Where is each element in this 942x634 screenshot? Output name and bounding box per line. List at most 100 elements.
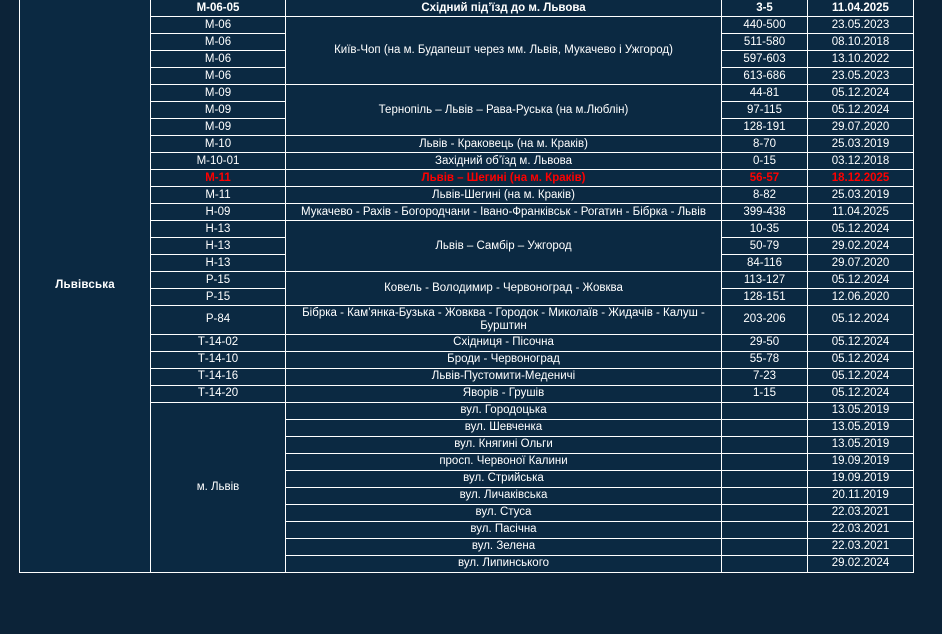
- road-name-cell: Київ-Чоп (на м. Будапешт через мм. Львів…: [285, 16, 722, 85]
- table-row: м. Львів вул. Городоцька 13.05.2019: [20, 401, 914, 573]
- kilometer-cell: 1-15: [721, 384, 808, 403]
- kilometer-cell: [721, 486, 808, 505]
- kilometer-cell: [721, 469, 808, 488]
- road-index-cell: М-09: [150, 84, 286, 102]
- road-name-cell: Львів - Краковець (на м. Краків): [285, 135, 722, 153]
- table-row: Р-84 Бібрка - Кам’янка-Бузька - Жовква - …: [20, 305, 914, 335]
- road-index-cell: М-09: [150, 101, 286, 119]
- kilometer-cell: 44-81: [721, 84, 808, 102]
- table-row: Т-14-20 Яворів - Грушів 1-15 05.12.2024: [20, 384, 914, 403]
- table-row: М-11 Львів-Шегині (на м. Краків) 8-82 25.03…: [20, 186, 914, 204]
- date-cell: 29.02.2024: [807, 554, 914, 573]
- table-row: М-06 511-580 08.10.2018: [20, 33, 914, 51]
- kilometer-cell: 113-127: [721, 271, 808, 289]
- date-cell: 13.05.2019: [807, 418, 914, 437]
- kilometer-cell: 8-82: [721, 186, 808, 204]
- left-gutter: [0, 0, 19, 634]
- road-index-cell: М-06: [150, 50, 286, 68]
- date-cell: 19.09.2019: [807, 469, 914, 488]
- road-index-cell: М-06-05: [150, 0, 286, 17]
- road-index-cell: Р-84: [150, 305, 286, 335]
- street-name-cell: вул. Городоцька: [285, 401, 722, 420]
- street-name-cell: вул. Пасічна: [285, 520, 722, 539]
- road-name-cell: Львів-Шегині (на м. Краків): [285, 186, 722, 204]
- roads-table: Львівська М-06-05 Східний під’їзд до м. Ль…: [19, 0, 914, 573]
- street-name-cell: вул. Липинського: [285, 554, 722, 573]
- table-row: М-09 Тернопіль – Львів – Рава-Руська (на …: [20, 84, 914, 136]
- date-cell: 05.12.2024: [807, 220, 914, 238]
- kilometer-cell: 10-35: [721, 220, 808, 238]
- road-name-cell: Західний об’їзд м. Львова: [285, 152, 722, 170]
- date-cell: 22.03.2021: [807, 537, 914, 556]
- table-row: Т-14-16 Львів-Пустомити-Меденичі 7-23 05.12…: [20, 367, 914, 386]
- street-name-cell: вул. Стуса: [285, 503, 722, 522]
- table-row: Р-15 128-151 12.06.2020: [20, 288, 914, 306]
- kilometer-cell: 128-151: [721, 288, 808, 306]
- kilometer-cell: [721, 520, 808, 539]
- road-index-cell: М-10: [150, 135, 286, 153]
- table-row: М-06 597-603 13.10.2022: [20, 50, 914, 68]
- road-index-cell: Р-15: [150, 288, 286, 306]
- table-row: М-11 Львів – Шегині (на м. Краків) 56-57 18…: [20, 169, 914, 187]
- road-index-cell: Т-14-02: [150, 333, 286, 352]
- kilometer-cell: 440-500: [721, 16, 808, 34]
- kilometer-cell: 203-206: [721, 305, 808, 335]
- road-index-cell: М-06: [150, 67, 286, 85]
- table-row: М-10-01 Західний об’їзд м. Львова 0-15 03.1…: [20, 152, 914, 170]
- roads-table-body: Львівська М-06-05 Східний під’їзд до м. Ль…: [19, 0, 914, 573]
- road-index-cell: М-09: [150, 118, 286, 136]
- kilometer-cell: 97-115: [721, 101, 808, 119]
- table-row: Т-14-02 Східниця - Пісочна 29-50 05.12.2024: [20, 333, 914, 352]
- street-name-cell: вул. Зелена: [285, 537, 722, 556]
- street-name-cell: вул. Шевченка: [285, 418, 722, 437]
- street-name-cell: вул. Стрийська: [285, 469, 722, 488]
- kilometer-cell: [721, 435, 808, 454]
- kilometer-cell: 511-580: [721, 33, 808, 51]
- street-name-cell: вул. Личаківська: [285, 486, 722, 505]
- table-row: вул. Зелена 22.03.2021: [20, 537, 914, 556]
- kilometer-cell: 597-603: [721, 50, 808, 68]
- date-cell: 11.04.2025: [807, 203, 914, 221]
- kilometer-cell: 3-5: [721, 0, 808, 17]
- date-cell: 12.06.2020: [807, 288, 914, 306]
- date-cell: 05.12.2024: [807, 350, 914, 369]
- date-cell: 18.12.2025: [807, 169, 914, 187]
- table-row: вул. Пасічна 22.03.2021: [20, 520, 914, 539]
- date-cell: 22.03.2021: [807, 520, 914, 539]
- table-row: Н-09 Мукачево - Рахів - Богородчани - Іва…: [20, 203, 914, 221]
- date-cell: 23.05.2023: [807, 16, 914, 34]
- table-row: Н-13 50-79 29.02.2024: [20, 237, 914, 255]
- kilometer-cell: [721, 503, 808, 522]
- table-row: М-09 128-191 29.07.2020: [20, 118, 914, 136]
- date-cell: 22.03.2021: [807, 503, 914, 522]
- table-row: Львівська М-06-05 Східний під’їзд до м. Ль…: [19, 0, 914, 573]
- road-index-cell: М-06: [150, 33, 286, 51]
- kilometer-cell: [721, 452, 808, 471]
- date-cell: 13.10.2022: [807, 50, 914, 68]
- road-index-cell: Т-14-20: [150, 384, 286, 403]
- kilometer-cell: 399-438: [721, 203, 808, 221]
- road-index-cell: М-10-01: [150, 152, 286, 170]
- road-index-cell: Р-15: [150, 271, 286, 289]
- kilometer-cell: 613-686: [721, 67, 808, 85]
- date-cell: 13.05.2019: [807, 435, 914, 454]
- road-name-cell: Східний під’їзд до м. Львова: [285, 0, 722, 17]
- kilometer-cell: [721, 418, 808, 437]
- city-label-cell: м. Львів: [150, 401, 286, 573]
- kilometer-cell: 56-57: [721, 169, 808, 187]
- road-name-cell: Львів-Пустомити-Меденичі: [285, 367, 722, 386]
- table-row: М-10 Львів - Краковець (на м. Краків) 8-70…: [20, 135, 914, 153]
- road-index-cell: Н-13: [150, 220, 286, 238]
- kilometer-cell: [721, 554, 808, 573]
- table-row: Н-13 Львів – Самбір – Ужгород 10-35 05.12.2…: [20, 220, 914, 272]
- date-cell: 20.11.2019: [807, 486, 914, 505]
- date-cell: 05.12.2024: [807, 271, 914, 289]
- date-cell: 05.12.2024: [807, 305, 914, 335]
- date-cell: 23.05.2023: [807, 67, 914, 85]
- date-cell: 05.12.2024: [807, 84, 914, 102]
- kilometer-cell: 29-50: [721, 333, 808, 352]
- table-row: вул. Липинського 29.02.2024: [20, 554, 914, 573]
- table-row: М-06 Київ-Чоп (на м. Будапешт через мм. Л…: [20, 16, 914, 85]
- road-name-cell: Львів – Шегині (на м. Краків): [285, 169, 722, 187]
